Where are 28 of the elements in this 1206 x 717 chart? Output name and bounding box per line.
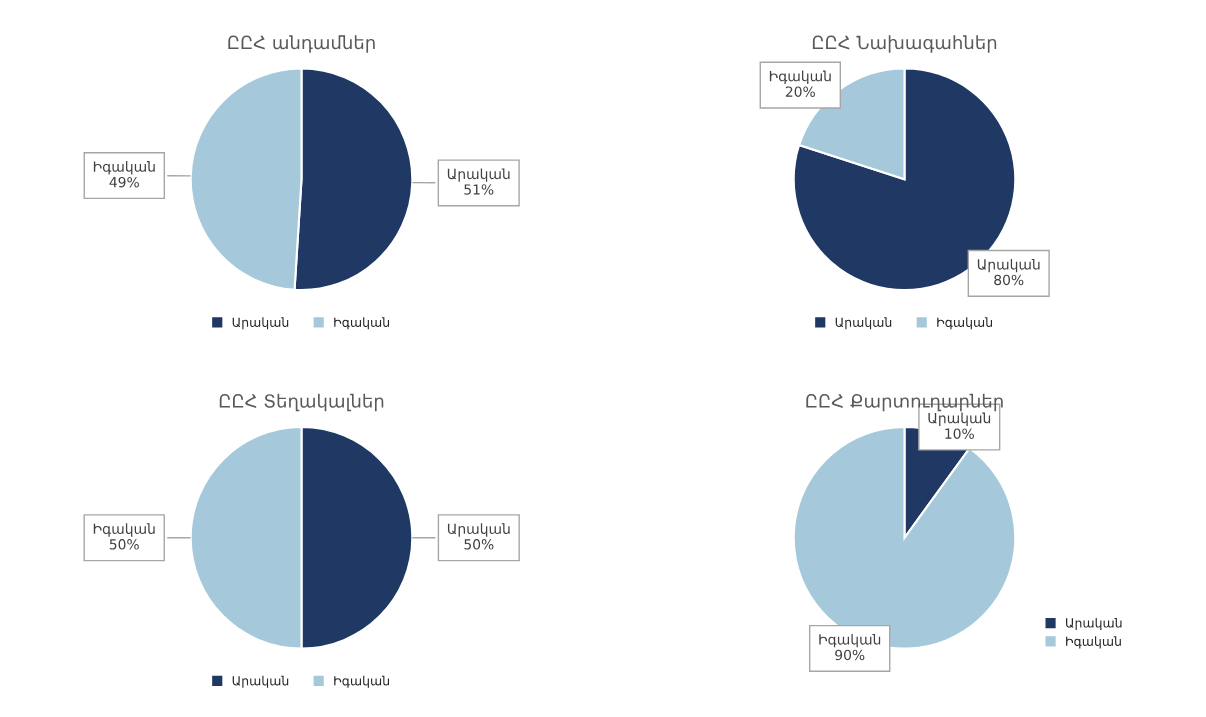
slice-label: Արական <box>928 412 991 427</box>
data-label: 20% <box>785 86 815 97</box>
slice-label: Արական <box>977 258 1040 273</box>
data-label: 49% <box>109 176 139 188</box>
chart-title: ԸԸՀ Նախագահներ <box>812 35 997 53</box>
slice-label: Արական <box>447 523 510 537</box>
legend-label: Արական <box>232 317 289 330</box>
data-label: 90% <box>835 649 865 661</box>
legend-label: Իգական <box>334 675 389 688</box>
legend-label: Իգական <box>937 317 992 330</box>
legend-label: Արական <box>835 317 892 330</box>
legend-label: Արական <box>232 675 289 688</box>
legend-label: Իգական <box>1066 636 1121 649</box>
data-label: 50% <box>109 539 139 550</box>
chart-title: ԸԸՀ անդամներ <box>228 35 375 53</box>
slice-label: Իգական <box>93 161 155 175</box>
data-label: 10% <box>945 428 974 439</box>
legend-label: Իգական <box>334 317 389 330</box>
chart-title: ԸԸՀ Քարտուղարներ <box>806 393 1003 412</box>
slice-label: Իգական <box>769 70 831 85</box>
slice-label: Արական <box>447 168 510 182</box>
slice-label: Իգական <box>819 633 881 648</box>
slice-label: Իգական <box>93 523 155 537</box>
data-label: 80% <box>994 274 1024 286</box>
legend-label: Արական <box>1066 617 1122 631</box>
data-label: 50% <box>464 539 494 550</box>
chart-title: ԸԸՀ Տեղակալներ <box>219 393 384 412</box>
data-label: 51% <box>464 184 494 195</box>
